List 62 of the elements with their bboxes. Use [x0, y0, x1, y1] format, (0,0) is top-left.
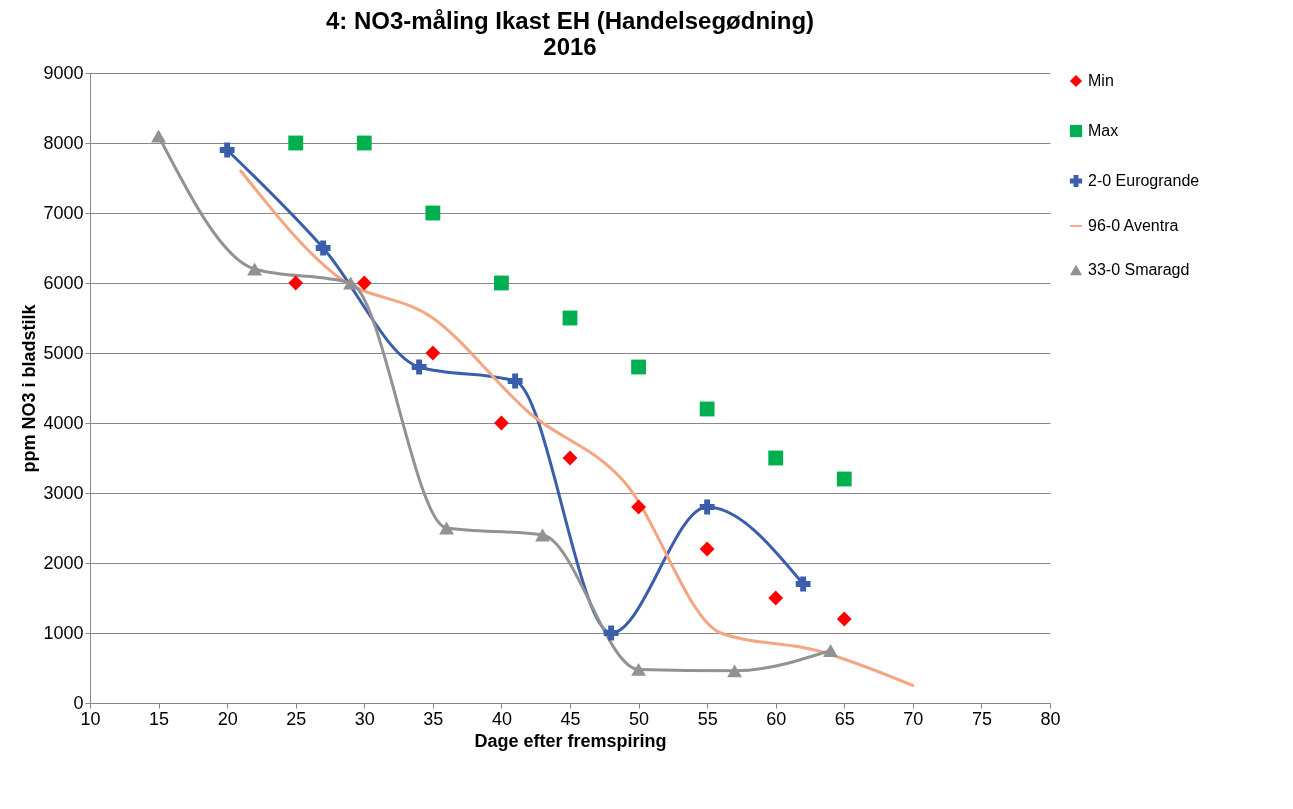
point	[315, 240, 331, 256]
x-tick-label: 65	[834, 708, 855, 729]
point	[795, 576, 811, 592]
point	[343, 276, 358, 290]
point	[823, 644, 838, 657]
x-tick-label: 55	[697, 708, 718, 729]
point	[631, 359, 646, 375]
x-tick-label: 35	[423, 708, 444, 729]
y-axis-title: ppm NO3 i bladstilk	[19, 303, 40, 473]
x-tick-label: 80	[1040, 708, 1061, 729]
point	[768, 590, 784, 606]
point	[247, 262, 262, 276]
x-tick-label: 45	[560, 708, 581, 729]
y-tick-label: 5000	[43, 342, 84, 363]
point	[699, 499, 715, 515]
point	[219, 142, 235, 158]
point	[288, 275, 304, 291]
x-tick-label: 40	[491, 708, 512, 729]
legend-label: 96-0 Aventra	[1088, 217, 1179, 234]
y-tick-label: 1000	[43, 622, 84, 643]
x-tick-label: 75	[971, 708, 992, 729]
point	[356, 135, 372, 151]
chart-title: 4: NO3-måling Ikast EH (Handelsegødning) 2016	[325, 7, 815, 60]
y-tick-label: 6000	[43, 272, 84, 293]
y-tick-label: 2000	[43, 552, 84, 573]
legend-label: 33-0 Smaragd	[1088, 261, 1190, 278]
y-tick-label: 8000	[43, 132, 84, 153]
x-tick-label: 20	[217, 708, 238, 729]
point	[439, 521, 454, 535]
point	[507, 373, 523, 389]
point	[356, 275, 372, 291]
point	[411, 359, 427, 375]
x-tick-label: 30	[354, 708, 375, 729]
point	[603, 625, 619, 641]
point	[425, 205, 441, 221]
legend-label: Max	[1088, 122, 1119, 139]
x-tick-label: 25	[286, 708, 307, 729]
point	[836, 471, 852, 487]
legend-label: Min	[1088, 72, 1114, 89]
point	[562, 450, 578, 466]
line-series	[239, 169, 915, 687]
y-tick-label: 4000	[43, 412, 84, 433]
y-tick-label: 9000	[43, 62, 84, 83]
point	[699, 401, 715, 417]
point	[768, 450, 784, 466]
x-tick-label: 60	[766, 708, 787, 729]
point	[535, 528, 550, 542]
x-tick-label: 15	[149, 708, 170, 729]
point	[494, 275, 509, 291]
x-axis-title: Dage efter fremspiring	[474, 730, 667, 751]
y-tick-label: 7000	[43, 202, 84, 223]
y-tick-label: 3000	[43, 482, 84, 503]
point	[151, 129, 166, 143]
point	[836, 611, 852, 627]
point	[425, 345, 441, 361]
legend-label: 2-0 Eurogrande	[1088, 172, 1200, 189]
point	[699, 541, 715, 557]
x-tick-label: 70	[903, 708, 924, 729]
point	[631, 662, 646, 676]
point	[727, 664, 742, 678]
point	[288, 135, 304, 151]
x-tick-label: 50	[629, 708, 650, 729]
